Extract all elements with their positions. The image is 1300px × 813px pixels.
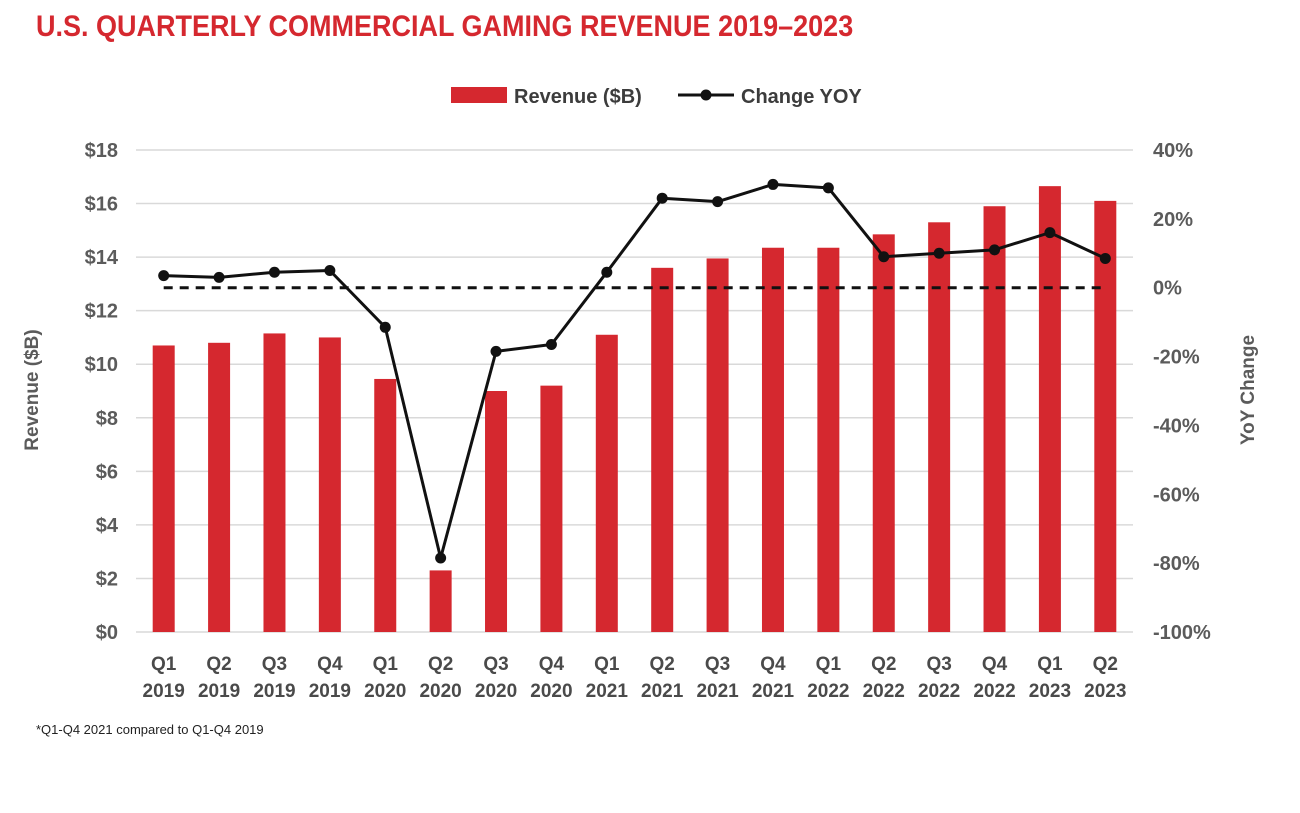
yoy-point	[822, 182, 834, 194]
revenue-bar	[374, 378, 397, 632]
yoy-point	[601, 266, 613, 278]
revenue-bar	[761, 247, 784, 632]
y-tick-label: $8	[96, 408, 118, 430]
x-tick-label: Q3 2020	[475, 654, 517, 702]
revenue-bar	[706, 258, 729, 632]
yoy-line-series	[158, 178, 1111, 564]
yoy-point	[435, 552, 447, 564]
y-tick-label: $12	[85, 301, 118, 323]
x-tick-label: Q4 2022	[973, 654, 1015, 702]
right-axis-title: YoY Change	[1238, 335, 1259, 445]
legend-line-label: Change YOY	[741, 86, 862, 108]
revenue-bar	[872, 234, 895, 632]
x-tick-label: Q1 2019	[143, 654, 185, 702]
yoy-point	[878, 251, 890, 263]
y-tick-label: $18	[85, 140, 118, 162]
revenue-bar	[540, 385, 563, 632]
y2-tick-label: -40%	[1153, 415, 1200, 437]
y2-tick-label: -20%	[1153, 347, 1200, 369]
yoy-point	[490, 345, 502, 357]
legend: Revenue ($B) Change YOY	[451, 86, 862, 108]
y2-tick-label: 20%	[1153, 209, 1193, 231]
legend-line-marker	[700, 89, 712, 101]
yoy-point	[712, 196, 724, 208]
revenue-bar	[152, 345, 175, 632]
left-axis-title: Revenue ($B)	[22, 329, 43, 450]
y-tick-label: $2	[96, 568, 118, 590]
x-tick-label: Q4 2019	[309, 654, 351, 702]
revenue-bar	[263, 333, 286, 632]
yoy-point	[213, 271, 225, 283]
yoy-point	[268, 266, 280, 278]
legend-bar-swatch	[451, 87, 507, 103]
y-tick-label: $4	[96, 515, 119, 537]
x-tick-label: Q4 2020	[530, 654, 572, 702]
x-tick-label: Q2 2022	[863, 654, 905, 702]
x-axis-ticks: Q1 2019 Q2 2019 Q3 2019 Q4 2019 Q1 2020 Q2 2020 Q3 20…	[143, 654, 1127, 702]
revenue-bar	[318, 337, 341, 632]
combo-chart: $0$2$4$6$8$10$12$14$16$18 -100%-80%-60%-…	[22, 86, 1259, 702]
yoy-point	[158, 270, 170, 282]
revenue-bar	[429, 570, 452, 632]
revenue-bar	[208, 342, 231, 632]
revenue-bar	[595, 334, 618, 632]
revenue-bar	[928, 222, 951, 633]
y2-tick-label: -80%	[1153, 553, 1200, 575]
y-tick-label: $6	[96, 461, 118, 483]
yoy-point	[1099, 252, 1111, 264]
yoy-point	[656, 192, 668, 204]
revenue-bar	[651, 267, 674, 632]
x-tick-label: Q3 2022	[918, 654, 960, 702]
x-tick-label: Q2 2020	[419, 654, 461, 702]
x-tick-label: Q2 2023	[1084, 654, 1126, 702]
legend-bar-label: Revenue ($B)	[514, 86, 642, 108]
x-tick-label: Q1 2023	[1029, 654, 1071, 702]
x-tick-label: Q2 2019	[198, 654, 240, 702]
yoy-point	[1044, 227, 1056, 239]
yoy-point	[989, 244, 1001, 256]
revenue-bar	[485, 391, 508, 632]
chart-title: U.S. QUARTERLY COMMERCIAL GAMING REVENUE…	[36, 10, 854, 43]
left-axis-ticks: $0 $2 $4 $6 $8 $10 $12 $14 $16 $18	[85, 140, 119, 644]
gridlines	[136, 149, 1133, 633]
yoy-point	[933, 247, 945, 259]
x-tick-label: Q4 2021	[752, 654, 795, 702]
y2-tick-label: -60%	[1153, 484, 1200, 506]
x-tick-label: Q1 2022	[807, 654, 849, 702]
revenue-bar	[983, 206, 1006, 632]
y-tick-label: $14	[85, 247, 119, 269]
x-tick-label: Q3 2019	[253, 654, 295, 702]
revenue-bars	[152, 186, 1117, 633]
x-tick-label: Q2 2021	[641, 654, 684, 702]
yoy-line	[163, 182, 1106, 560]
y-tick-label: $10	[85, 354, 118, 376]
yoy-point	[767, 178, 779, 190]
y-tick-label: $0	[96, 622, 118, 644]
x-tick-label: Q1 2021	[586, 654, 629, 702]
footnote: *Q1-Q4 2021 compared to Q1-Q4 2019	[36, 722, 264, 737]
x-tick-label: Q1 2020	[364, 654, 406, 702]
yoy-point	[545, 339, 557, 351]
yoy-point	[324, 265, 336, 276]
revenue-bar	[1038, 186, 1061, 632]
right-axis-ticks: -100% -80% -60% -40% -20% 0% 20% 40%	[1153, 140, 1211, 644]
yoy-point	[379, 321, 391, 333]
y-tick-label: $16	[85, 194, 118, 216]
revenue-bar	[1094, 200, 1117, 632]
y2-tick-label: 0%	[1153, 278, 1182, 300]
revenue-bar	[817, 247, 840, 632]
y2-tick-label: -100%	[1153, 622, 1211, 644]
y2-tick-label: 40%	[1153, 140, 1193, 162]
x-tick-label: Q3 2021	[696, 654, 739, 702]
